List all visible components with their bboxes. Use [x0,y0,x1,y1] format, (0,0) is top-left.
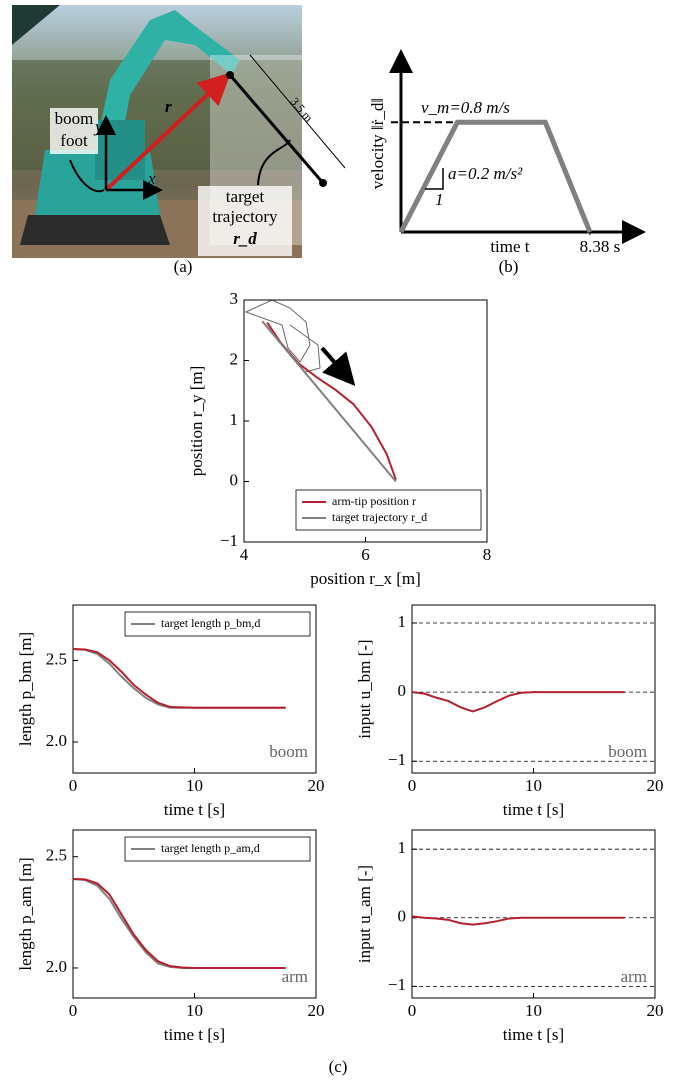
y-tick-label: v_m=0.8 m/s [421,98,510,117]
series-line [411,915,625,926]
photo-label: x [147,169,156,188]
photo-label: foot [60,131,88,150]
y-tick-label: 0 [230,470,239,489]
label-box [50,108,98,154]
annotation: boom [608,742,647,761]
y-tick-label: 2.0 [46,957,67,976]
point [319,179,327,187]
legend-label: target trajectory r_d [332,510,427,524]
annotation: 1 [435,190,444,209]
vector-r [104,72,231,192]
y-tick-label: 1 [398,612,407,631]
x-tick-label: 10 [525,1001,542,1020]
pointer [257,139,291,186]
y-tick-label: 2 [230,349,239,368]
photo-label: y [93,117,103,136]
x-tick-label: 10 [525,776,542,795]
panel-label: (c) [329,1057,348,1076]
x-tick-label: 0 [69,1001,78,1020]
photo-label: target [226,187,265,206]
x-axis-label: time t [s] [503,800,564,819]
photo-label: r [165,97,172,116]
legend-label: target length p_bm,d [161,616,260,630]
x-tick-label: 0 [408,776,417,795]
panel-label: (a) [174,257,193,276]
y-tick-label: 0 [398,681,407,700]
panel-label: (b) [499,257,519,276]
pointer [69,159,105,193]
y-tick-label: 0 [398,907,407,926]
annotation: arm [282,967,308,986]
legend-box [124,611,311,637]
x-tick-label: 10 [186,1001,203,1020]
y-axis-label: input u_am [-] [355,865,374,963]
x-tick-label: 0 [408,1001,417,1020]
series-line [266,321,397,481]
series-line [72,877,286,969]
photo-label: trajectory [212,207,278,226]
annotation: boom [269,742,308,761]
direction-arrow [320,346,356,387]
x-tick-label: 20 [647,1001,664,1020]
x-axis-label: time t [s] [164,1025,225,1044]
photo-label: boom [55,109,94,128]
target-line [228,74,325,184]
y-tick-label: 2.5 [46,846,67,865]
x-tick-label: 4 [240,545,249,564]
y-tick-label: 3 [230,289,239,308]
x-tick-label: 8.38 s [580,237,621,256]
label-box [198,186,292,256]
x-axis-label: time t [490,237,529,256]
x-axis-label: time t [s] [164,800,225,819]
series-line [72,648,286,709]
annotation: arm [621,967,647,986]
excavator-sketch [244,299,321,373]
x-tick-label: 6 [361,545,370,564]
y-axis-label: velocity ‖ṙ_d‖ [368,98,387,189]
legend-box [295,489,482,531]
legend-label: target length p_am,d [161,841,260,855]
series-line [398,119,593,234]
legend-label: arm-tip position r [332,494,416,508]
y-tick-label: −1 [220,531,238,550]
y-axis-label: position r_y [m] [187,366,206,477]
series-line [261,320,397,483]
x-tick-label: 10 [186,776,203,795]
legend-box [124,836,311,862]
series-line [411,691,625,713]
y-tick-label: −1 [388,750,406,769]
slope-triangle [425,168,444,190]
y-tick-label: 2.5 [46,649,67,668]
y-tick-label: 1 [398,838,407,857]
x-tick-label: 20 [308,1001,325,1020]
annotation: a=0.2 m/s² [448,164,523,183]
y-tick-label: −1 [388,975,406,994]
y-axis-label: input u_bm [-] [355,639,374,738]
plot-frame [411,829,656,999]
dimension-line [249,54,346,169]
x-axis-label: position r_x [m] [310,569,421,588]
x-tick-label: 20 [308,776,325,795]
photo-label: r_d [233,229,257,248]
x-tick-label: 20 [647,776,664,795]
y-axis-label: length p_am [m] [16,857,35,970]
point [226,71,234,79]
x-tick-label: 8 [483,545,492,564]
x-tick-label: 0 [69,776,78,795]
y-tick-label: 1 [230,410,239,429]
series-line [72,877,286,969]
x-axis-label: time t [s] [503,1025,564,1044]
y-tick-label: 2.0 [46,731,67,750]
y-axis-label: length p_bm [m] [16,632,35,746]
